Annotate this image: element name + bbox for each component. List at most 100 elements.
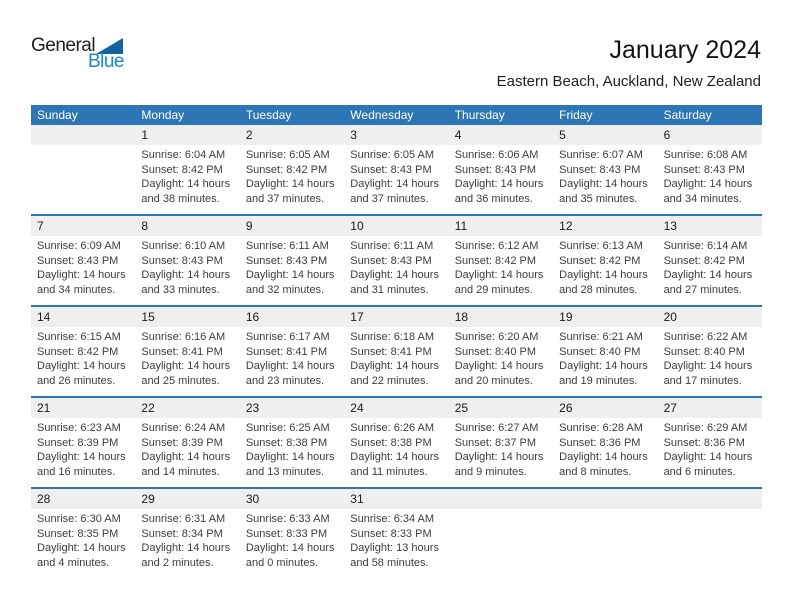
day-details: Sunrise: 6:25 AM Sunset: 8:38 PM Daylight:… bbox=[240, 418, 344, 487]
daylight-text: Daylight: 14 hours and 37 minutes. bbox=[350, 178, 439, 205]
sunrise-text: Sunrise: 6:08 AM bbox=[663, 149, 748, 161]
daylight-text: Daylight: 14 hours and 20 minutes. bbox=[454, 360, 544, 387]
day-number: 8 bbox=[135, 216, 240, 236]
sunset-text: Sunset: 8:42 PM bbox=[245, 163, 328, 176]
sunset-text: Sunset: 8:35 PM bbox=[37, 527, 119, 540]
day-details: Sunrise: 6:15 AM Sunset: 8:42 PM Daylight:… bbox=[31, 327, 135, 396]
sunrise-text: Sunrise: 6:13 AM bbox=[559, 240, 643, 252]
daylight-text: Daylight: 14 hours and 23 minutes. bbox=[245, 360, 335, 387]
calendar-table: Sunday Monday Tuesday Wednesday Thursday Frid… bbox=[31, 105, 762, 578]
calendar-weeks: 1 Sunrise: 6:04 AM Sunset: 8:42 PM Daylight… bbox=[31, 125, 762, 578]
day-cell-16: 16 Sunrise: 6:17 AM Sunset: 8:41 PM Dayligh… bbox=[239, 307, 345, 396]
sunset-text: Sunset: 8:38 PM bbox=[350, 436, 432, 449]
daylight-text: Daylight: 14 hours and 9 minutes. bbox=[454, 451, 544, 478]
day-number: 7 bbox=[31, 216, 136, 236]
sunrise-text: Sunrise: 6:30 AM bbox=[37, 513, 121, 525]
daylight-text: Daylight: 14 hours and 28 minutes. bbox=[559, 269, 648, 296]
sunset-text: Sunset: 8:42 PM bbox=[663, 254, 745, 267]
daylight-text: Daylight: 14 hours and 6 minutes. bbox=[663, 451, 753, 478]
sunset-text: Sunset: 8:43 PM bbox=[37, 254, 119, 267]
day-number: 10 bbox=[344, 216, 449, 236]
location-subtitle: Eastern Beach, Auckland, New Zealand bbox=[496, 73, 761, 90]
sunrise-text: Sunrise: 6:09 AM bbox=[37, 240, 121, 252]
week-row-1: 1 Sunrise: 6:04 AM Sunset: 8:42 PM Daylight… bbox=[31, 125, 762, 214]
weekday-header-thursday: Thursday bbox=[454, 108, 505, 122]
week-row-4: 21 Sunrise: 6:23 AM Sunset: 8:39 PM Dayligh… bbox=[31, 396, 762, 487]
day-number: 30 bbox=[239, 489, 345, 509]
daylight-text: Daylight: 14 hours and 31 minutes. bbox=[350, 269, 439, 296]
sunset-text: Sunset: 8:34 PM bbox=[141, 527, 223, 540]
day-details: Sunrise: 6:08 AM Sunset: 8:43 PM Daylight:… bbox=[658, 145, 762, 214]
day-cell-19: 19 Sunrise: 6:21 AM Sunset: 8:40 PM Dayligh… bbox=[553, 307, 658, 396]
day-details: Sunrise: 6:07 AM Sunset: 8:43 PM Daylight:… bbox=[553, 145, 657, 214]
sunset-text: Sunset: 8:42 PM bbox=[141, 163, 223, 176]
sunset-text: Sunset: 8:43 PM bbox=[559, 163, 641, 176]
day-details: Sunrise: 6:33 AM Sunset: 8:33 PM Daylight:… bbox=[240, 509, 344, 578]
sunset-text: Sunset: 8:38 PM bbox=[245, 436, 328, 449]
day-cell-12: 12 Sunrise: 6:13 AM Sunset: 8:42 PM Dayligh… bbox=[553, 216, 658, 305]
day-number: 17 bbox=[344, 307, 449, 327]
daylight-text: Daylight: 13 hours and 58 minutes. bbox=[350, 542, 439, 569]
sunset-text: Sunset: 8:36 PM bbox=[663, 436, 745, 449]
title-block: January 2024 Eastern Beach, Auckland, Ne… bbox=[497, 36, 761, 90]
daylight-text: Daylight: 14 hours and 36 minutes. bbox=[454, 178, 544, 205]
day-number: 23 bbox=[239, 398, 345, 418]
sunset-text: Sunset: 8:33 PM bbox=[245, 527, 328, 540]
sunrise-text: Sunrise: 6:11 AM bbox=[245, 240, 329, 252]
day-details: Sunrise: 6:20 AM Sunset: 8:40 PM Daylight:… bbox=[449, 327, 553, 396]
weekday-header-monday: Monday bbox=[141, 108, 185, 122]
day-cell-2: 2 Sunrise: 6:05 AM Sunset: 8:42 PM Daylight… bbox=[239, 125, 345, 214]
day-details: Sunrise: 6:28 AM Sunset: 8:36 PM Daylight:… bbox=[553, 418, 657, 487]
day-details bbox=[31, 145, 135, 211]
daylight-text: Daylight: 14 hours and 33 minutes. bbox=[141, 269, 231, 296]
day-details: Sunrise: 6:18 AM Sunset: 8:41 PM Daylight:… bbox=[344, 327, 448, 396]
sunset-text: Sunset: 8:43 PM bbox=[245, 254, 328, 267]
sunrise-text: Sunrise: 6:10 AM bbox=[141, 240, 226, 252]
day-number: 15 bbox=[135, 307, 240, 327]
page-title: January 2024 bbox=[609, 36, 761, 64]
sunset-text: Sunset: 8:39 PM bbox=[141, 436, 223, 449]
day-number: 27 bbox=[657, 398, 762, 418]
day-details: Sunrise: 6:05 AM Sunset: 8:42 PM Daylight:… bbox=[240, 145, 344, 214]
day-cell-22: 22 Sunrise: 6:24 AM Sunset: 8:39 PM Dayligh… bbox=[135, 398, 240, 487]
daylight-text: Daylight: 14 hours and 14 minutes. bbox=[141, 451, 231, 478]
sunset-text: Sunset: 8:43 PM bbox=[454, 163, 537, 176]
daylight-text: Daylight: 14 hours and 8 minutes. bbox=[559, 451, 648, 478]
daylight-text: Daylight: 14 hours and 25 minutes. bbox=[141, 360, 231, 387]
daylight-text: Daylight: 14 hours and 37 minutes. bbox=[245, 178, 335, 205]
sunset-text: Sunset: 8:41 PM bbox=[141, 345, 223, 358]
day-details bbox=[658, 509, 762, 575]
sunrise-text: Sunrise: 6:21 AM bbox=[559, 331, 643, 343]
day-cell-15: 15 Sunrise: 6:16 AM Sunset: 8:41 PM Dayligh… bbox=[135, 307, 240, 396]
sunrise-text: Sunrise: 6:07 AM bbox=[559, 149, 643, 161]
day-cell-10: 10 Sunrise: 6:11 AM Sunset: 8:43 PM Dayligh… bbox=[344, 216, 449, 305]
day-details: Sunrise: 6:24 AM Sunset: 8:39 PM Daylight:… bbox=[135, 418, 239, 487]
logo-text-blue: Blue bbox=[87, 51, 125, 72]
day-number: 14 bbox=[31, 307, 136, 327]
daylight-text: Daylight: 14 hours and 22 minutes. bbox=[350, 360, 439, 387]
sunrise-text: Sunrise: 6:15 AM bbox=[37, 331, 121, 343]
day-details: Sunrise: 6:04 AM Sunset: 8:42 PM Daylight:… bbox=[135, 145, 239, 214]
daylight-text: Daylight: 14 hours and 38 minutes. bbox=[141, 178, 231, 205]
sunrise-text: Sunrise: 6:26 AM bbox=[350, 422, 435, 434]
day-number: 3 bbox=[344, 125, 449, 145]
sunrise-text: Sunrise: 6:34 AM bbox=[350, 513, 435, 525]
day-cell-empty bbox=[31, 125, 136, 214]
weekday-header-wednesday: Wednesday bbox=[350, 108, 414, 122]
sunrise-text: Sunrise: 6:11 AM bbox=[350, 240, 434, 252]
sunset-text: Sunset: 8:43 PM bbox=[350, 254, 432, 267]
sunrise-text: Sunrise: 6:17 AM bbox=[245, 331, 330, 343]
day-number: 5 bbox=[553, 125, 658, 145]
logo-text-general: General bbox=[31, 35, 96, 56]
week-row-2: 7 Sunrise: 6:09 AM Sunset: 8:43 PM Daylight… bbox=[31, 214, 762, 305]
sunrise-text: Sunrise: 6:29 AM bbox=[663, 422, 748, 434]
daylight-text: Daylight: 14 hours and 26 minutes. bbox=[37, 360, 126, 387]
day-cell-26: 26 Sunrise: 6:28 AM Sunset: 8:36 PM Dayligh… bbox=[553, 398, 658, 487]
sunset-text: Sunset: 8:43 PM bbox=[141, 254, 223, 267]
day-details: Sunrise: 6:13 AM Sunset: 8:42 PM Daylight:… bbox=[553, 236, 657, 305]
sunrise-text: Sunrise: 6:22 AM bbox=[663, 331, 748, 343]
daylight-text: Daylight: 14 hours and 13 minutes. bbox=[245, 451, 335, 478]
daylight-text: Daylight: 14 hours and 32 minutes. bbox=[245, 269, 335, 296]
sunrise-text: Sunrise: 6:05 AM bbox=[245, 149, 330, 161]
daylight-text: Daylight: 14 hours and 0 minutes. bbox=[245, 542, 335, 569]
